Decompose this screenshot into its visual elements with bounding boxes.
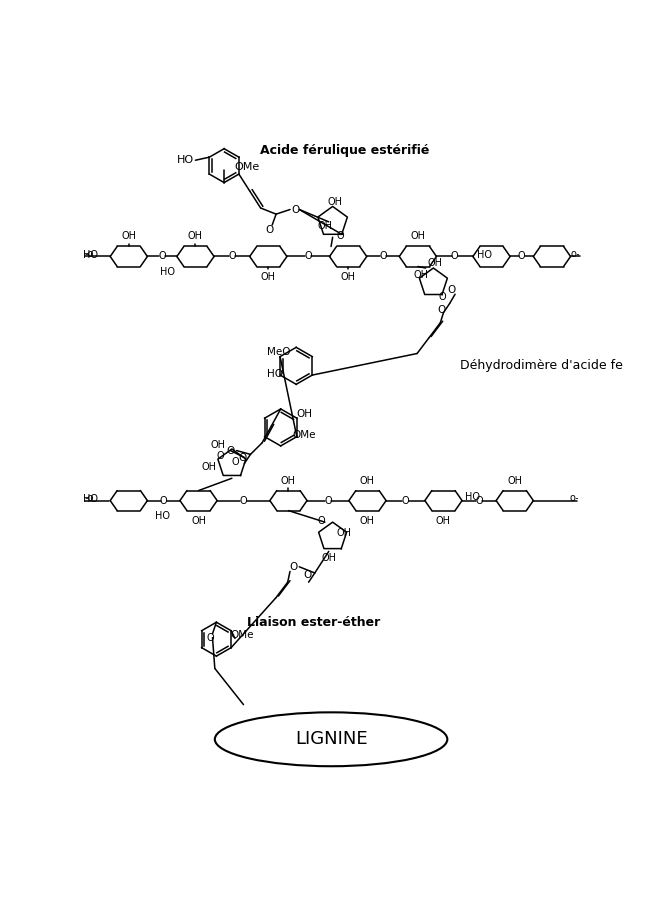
Text: OMe: OMe [230,629,254,639]
Text: O: O [475,495,483,505]
Text: O: O [303,570,311,580]
Text: OH: OH [410,231,425,242]
Text: OH: OH [188,231,203,242]
Text: HO: HO [267,369,283,378]
Text: O: O [240,495,247,505]
Text: O: O [291,204,300,215]
Text: OH: OH [328,197,342,207]
Text: -o: -o [85,249,94,259]
Text: Liaison ester-éther: Liaison ester-éther [247,616,380,628]
Text: OH: OH [340,271,356,281]
Text: HO: HO [154,511,170,521]
Text: OH: OH [507,476,522,485]
Text: O: O [324,495,332,505]
Text: O: O [451,252,459,262]
Text: Déhydrodimère d'acide fe: Déhydrodimère d'acide fe [461,360,623,372]
Text: HO: HO [177,156,194,165]
Text: O: O [289,562,297,572]
Text: O: O [448,285,456,296]
Text: OH: OH [321,553,337,564]
Text: O: O [238,453,247,463]
Text: OH: OH [317,220,333,231]
Text: Acide férulique estérifié: Acide férulique estérifié [260,144,429,156]
Text: OH: OH [360,516,375,526]
Text: OH: OH [211,441,225,450]
Text: HO: HO [465,492,480,502]
Text: -o: -o [85,494,94,503]
Text: O: O [232,457,240,467]
Text: OH: OH [413,270,428,280]
Text: MeO: MeO [267,347,290,357]
Text: O: O [402,495,410,505]
Text: OH: OH [337,528,352,538]
Text: O: O [160,495,167,505]
Text: OH: OH [121,231,136,242]
Text: O: O [337,231,344,241]
Text: O: O [228,252,236,262]
Text: OH: OH [201,462,216,473]
Text: o-: o- [570,249,580,259]
Text: O: O [518,252,526,262]
Text: O: O [317,516,325,527]
Text: HO: HO [477,250,492,260]
Text: OH: OH [360,476,375,485]
Text: OH: OH [436,516,451,526]
Text: O: O [158,252,166,262]
Text: OH: OH [296,408,312,419]
Text: O: O [206,633,214,643]
Text: HO: HO [160,267,175,277]
Text: OH: OH [428,258,443,268]
Text: OMe: OMe [292,430,316,441]
Text: HO: HO [83,250,98,260]
Text: O: O [439,291,446,301]
Text: O: O [379,252,387,262]
Text: OH: OH [281,476,296,485]
Text: O: O [216,451,224,461]
Text: O: O [226,446,234,456]
Text: o-: o- [570,494,579,503]
Text: OMe: OMe [234,162,260,173]
Text: OH: OH [191,516,206,526]
Text: HO: HO [83,494,98,504]
Text: O: O [304,252,312,262]
Text: O: O [438,305,446,315]
Text: OH: OH [261,271,276,281]
Text: O: O [266,225,274,235]
Text: LIGNINE: LIGNINE [295,730,368,748]
